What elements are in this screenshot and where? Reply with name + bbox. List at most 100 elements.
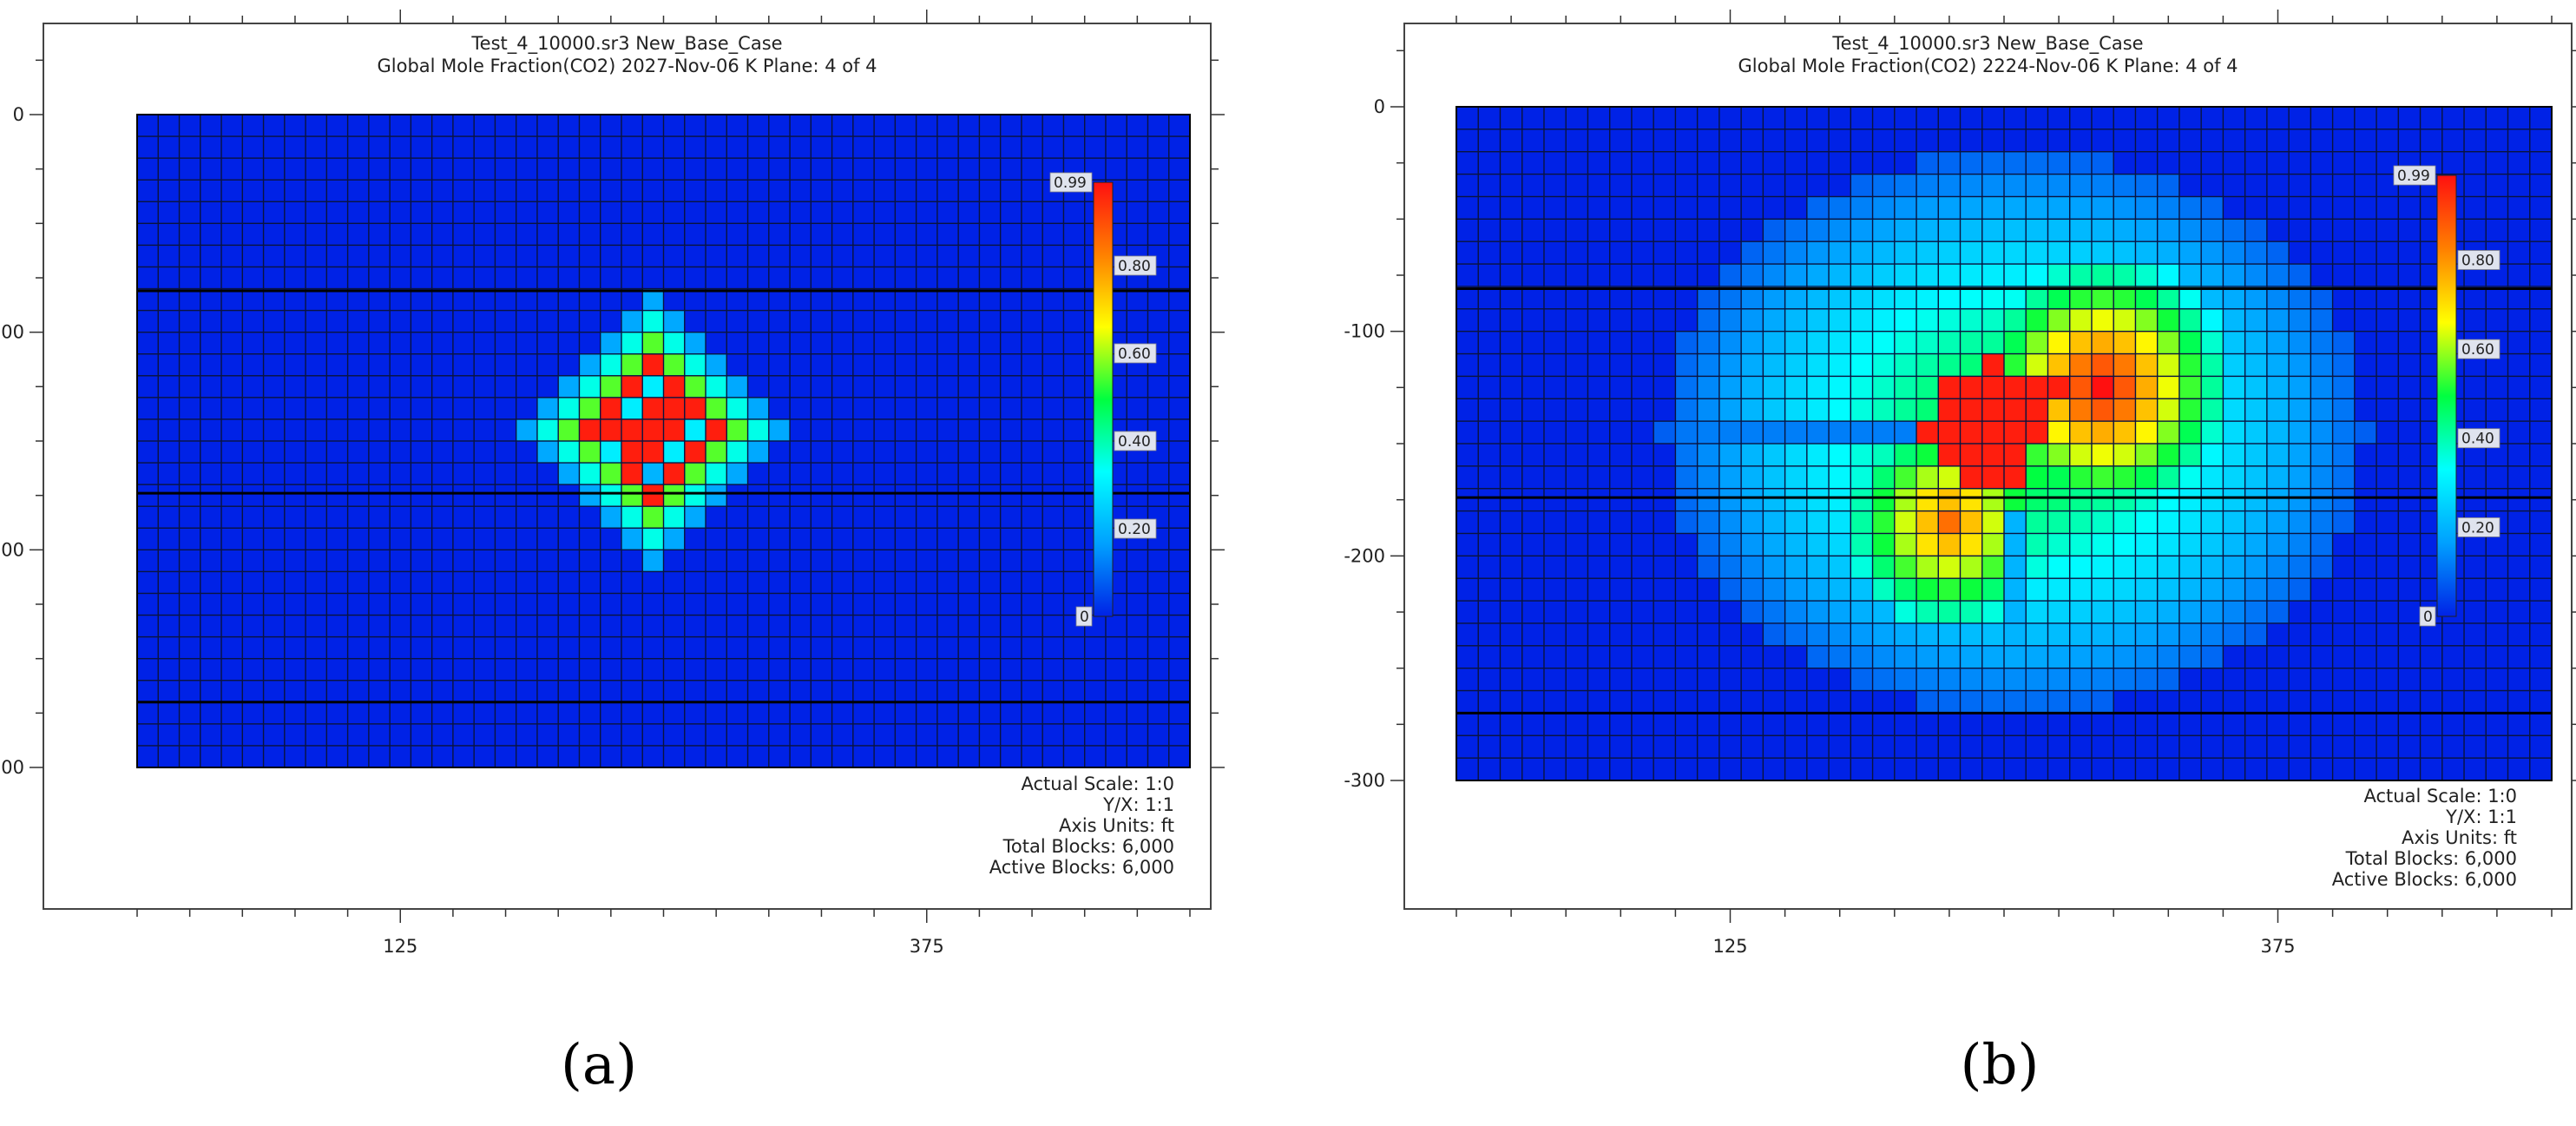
grid-cell	[2507, 128, 2531, 153]
grid-cell	[1456, 330, 1480, 355]
grid-cell	[726, 244, 749, 268]
grid-cell	[136, 309, 160, 333]
grid-cell	[1696, 465, 1720, 490]
grid-cell	[284, 418, 307, 442]
grid-cell	[936, 244, 960, 268]
grid-cell	[1937, 645, 1962, 669]
grid-cell	[1042, 723, 1065, 747]
grid-cell	[789, 244, 812, 268]
grid-cell	[1981, 443, 2006, 467]
grid-cell	[873, 462, 897, 486]
grid-cell	[2244, 488, 2268, 512]
grid-cell	[2331, 667, 2356, 692]
grid-cell	[452, 114, 476, 138]
grid-cell	[2047, 465, 2071, 490]
grid-cell	[452, 179, 476, 203]
grid-cell	[2331, 645, 2356, 669]
grid-cell	[2200, 195, 2224, 221]
grid-cell	[978, 287, 1002, 312]
grid-cell	[957, 680, 981, 703]
grid-cell	[2113, 375, 2137, 400]
grid-cell	[305, 201, 328, 225]
grid-cell	[536, 570, 560, 595]
grid-cell	[726, 745, 749, 768]
grid-cell	[2266, 398, 2290, 423]
grid-cell	[536, 462, 560, 486]
grid-cell	[452, 266, 476, 290]
grid-cell	[873, 570, 897, 595]
grid-cell	[746, 331, 770, 355]
grid-cell	[2025, 577, 2049, 603]
grid-cell	[831, 222, 854, 247]
grid-cell	[2485, 577, 2509, 603]
grid-cell	[284, 701, 307, 725]
grid-cell	[368, 135, 391, 160]
grid-cell	[494, 505, 517, 530]
grid-cell	[305, 484, 328, 508]
grid-cell	[1521, 263, 1545, 287]
grid-cell	[1565, 308, 1589, 333]
grid-cell	[305, 244, 328, 268]
grid-cell	[1937, 128, 1962, 153]
grid-cell	[2529, 195, 2553, 221]
grid-cell	[1653, 510, 1677, 535]
grid-cell	[1543, 218, 1567, 243]
grid-cell	[1762, 330, 1786, 355]
grid-cell	[2178, 263, 2203, 287]
grid-cell	[999, 397, 1022, 420]
grid-cell	[157, 179, 181, 203]
grid-cell	[200, 135, 223, 160]
grid-cell	[1608, 240, 1633, 266]
grid-cell	[894, 135, 917, 160]
grid-cell	[2507, 240, 2531, 266]
grid-cell	[536, 701, 560, 725]
grid-cell	[2419, 645, 2443, 669]
grid-cell	[726, 723, 749, 747]
grid-cell	[220, 635, 244, 660]
grid-cell	[262, 157, 286, 181]
grid-cell	[557, 527, 581, 551]
grid-cell	[852, 135, 876, 160]
grid-cell	[2397, 757, 2422, 782]
grid-cell	[2529, 352, 2553, 378]
grid-cell	[978, 397, 1002, 420]
grid-cell	[389, 570, 412, 595]
grid-cell	[515, 680, 538, 703]
grid-cell	[873, 331, 897, 355]
grid-cell	[1147, 680, 1170, 703]
grid-cell	[494, 527, 517, 551]
grid-cell	[641, 266, 665, 290]
grid-cell	[2244, 420, 2268, 445]
grid-cell	[557, 244, 581, 268]
grid-cell	[831, 484, 854, 508]
grid-cell	[2156, 510, 2180, 535]
grid-cell	[621, 331, 644, 355]
grid-cell	[1126, 745, 1149, 768]
grid-cell	[768, 179, 792, 203]
grid-cell	[578, 680, 601, 703]
grid-cell	[1937, 308, 1962, 333]
grid-cell	[1021, 201, 1044, 225]
grid-cell	[1828, 600, 1852, 624]
grid-cell	[2222, 712, 2246, 737]
grid-cell	[957, 723, 981, 747]
grid-cell	[368, 745, 391, 768]
grid-cell	[578, 505, 601, 530]
grid-cell	[2091, 555, 2115, 580]
grid-cell	[473, 266, 496, 290]
grid-cell	[1740, 420, 1764, 445]
grid-cell	[515, 484, 538, 508]
grid-cell	[1631, 375, 1655, 400]
y-tick-label: -300	[0, 757, 24, 778]
grid-cell	[410, 701, 433, 725]
grid-cell	[2331, 577, 2356, 603]
grid-cell	[452, 440, 476, 464]
grid-cell	[1871, 622, 1896, 647]
grid-cell	[2069, 218, 2093, 243]
grid-cell	[789, 527, 812, 551]
grid-cell	[999, 657, 1022, 682]
grid-cell	[1608, 577, 1633, 603]
grid-cell	[2091, 510, 2115, 535]
grid-cell	[410, 635, 433, 660]
grid-cell	[2113, 465, 2137, 490]
